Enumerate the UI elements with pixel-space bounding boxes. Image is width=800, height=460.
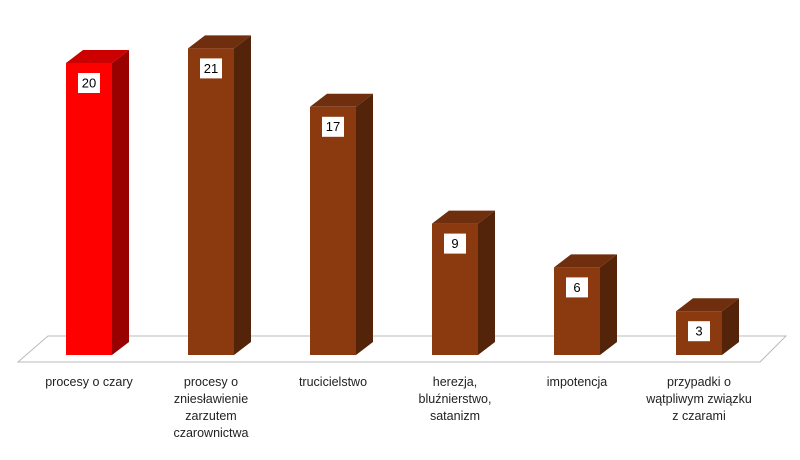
bar-side [600, 254, 617, 355]
bar [66, 63, 112, 355]
bar-top [676, 298, 739, 312]
value-label-box [322, 116, 344, 137]
bar-top [554, 254, 617, 268]
bar [310, 106, 356, 355]
value-label: 17 [326, 119, 340, 134]
value-label-box [566, 277, 588, 298]
x-tick-label: przypadki o wątpliwym związku z czarami [646, 375, 752, 423]
x-tick-label: trucicielstwo [298, 375, 368, 389]
value-label: 21 [204, 61, 218, 76]
bar-top [66, 50, 129, 63]
bar [188, 48, 234, 356]
x-tick-label: procesy o czary [45, 375, 133, 389]
value-label: 6 [573, 280, 580, 295]
value-label: 20 [82, 75, 96, 90]
bar-side [356, 93, 373, 356]
bar-top [188, 35, 251, 49]
value-label: 9 [451, 236, 458, 251]
value-label: 3 [695, 324, 702, 339]
x-tick-label: procesy o zniesławienie zarzutem czarown… [173, 375, 249, 440]
bar-top [310, 93, 373, 107]
x-tick-label: impotencja [546, 375, 608, 389]
x-tick-label: herezja, bluźnierstwo, satanizm [418, 375, 492, 423]
bar-side [478, 210, 495, 355]
floor [16, 335, 788, 363]
value-label-box [688, 321, 710, 342]
value-label-box [78, 73, 100, 93]
bar-side [112, 50, 129, 355]
value-label-box [444, 233, 466, 254]
bar-side [234, 35, 251, 356]
value-label-box [200, 58, 222, 79]
bar-side [722, 298, 739, 355]
bar-top [432, 210, 495, 224]
